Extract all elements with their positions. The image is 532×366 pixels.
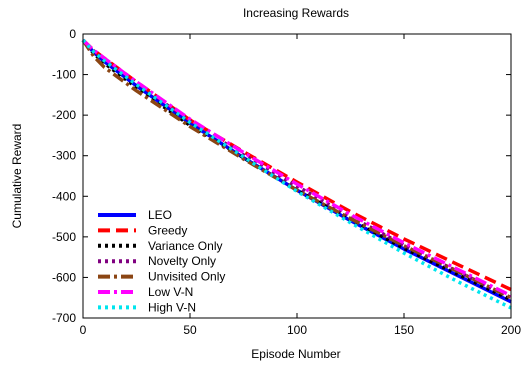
legend-label-3: Novelty Only <box>148 254 216 268</box>
chart-title: Increasing Rewards <box>243 6 349 20</box>
y-tick-label: -600 <box>52 270 76 284</box>
y-tick-label: 0 <box>69 27 76 41</box>
y-tick-label: -400 <box>52 189 76 203</box>
x-tick-label: 100 <box>287 323 307 337</box>
series-line-4 <box>81 39 512 300</box>
legend-label-5: Low V-N <box>148 285 193 299</box>
x-tick-label: 0 <box>80 323 87 337</box>
x-tick-label: 50 <box>183 323 197 337</box>
y-tick-label: -500 <box>52 230 76 244</box>
y-tick-label: -100 <box>52 68 76 82</box>
plot-frame <box>82 33 512 319</box>
x-axis-title: Episode Number <box>251 347 340 361</box>
y-tick-label: -300 <box>52 149 76 163</box>
legend-label-2: Variance Only <box>148 239 222 253</box>
legend-label-1: Greedy <box>148 223 187 237</box>
y-tick-label: -700 <box>52 311 76 325</box>
y-axis-title: Cumulative Reward <box>10 124 24 229</box>
legend-label-6: High V-N <box>148 300 196 314</box>
series-line-6 <box>81 38 512 310</box>
series-layer <box>81 38 512 310</box>
y-tick-label: -200 <box>52 108 76 122</box>
x-tick-label: 150 <box>394 323 414 337</box>
legend-label-0: LEO <box>148 208 172 222</box>
legend-label-4: Unvisited Only <box>148 270 225 284</box>
x-tick-label: 200 <box>501 323 521 337</box>
